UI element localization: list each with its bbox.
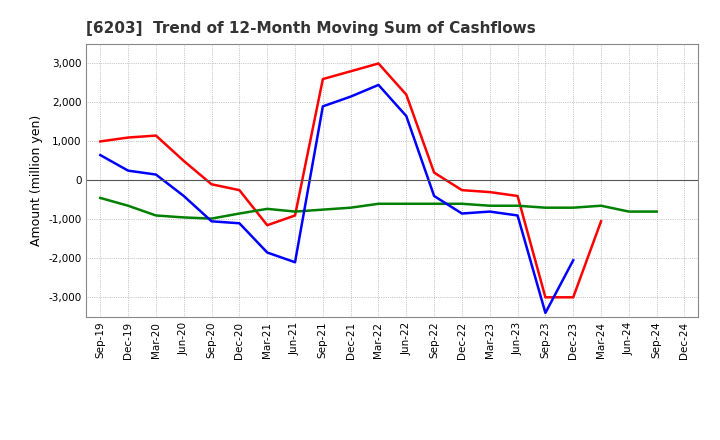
Free Cashflow [179, 193, 188, 198]
Free Cashflow [152, 172, 161, 177]
Operating Cashflow [569, 295, 577, 300]
Free Cashflow [513, 213, 522, 218]
Investing Cashflow [541, 205, 550, 210]
Free Cashflow [346, 94, 355, 99]
Y-axis label: Amount (million yen): Amount (million yen) [30, 115, 42, 246]
Investing Cashflow [235, 211, 243, 216]
Investing Cashflow [291, 209, 300, 214]
Free Cashflow [124, 168, 132, 173]
Free Cashflow [569, 258, 577, 263]
Operating Cashflow [207, 182, 216, 187]
Investing Cashflow [374, 201, 383, 206]
Text: [6203]  Trend of 12-Month Moving Sum of Cashflows: [6203] Trend of 12-Month Moving Sum of C… [86, 21, 536, 36]
Operating Cashflow [430, 170, 438, 175]
Investing Cashflow [652, 209, 661, 214]
Investing Cashflow [624, 209, 633, 214]
Operating Cashflow [263, 223, 271, 228]
Free Cashflow [402, 114, 410, 119]
Operating Cashflow [346, 69, 355, 74]
Operating Cashflow [235, 187, 243, 193]
Operating Cashflow [541, 295, 550, 300]
Free Cashflow [291, 260, 300, 265]
Investing Cashflow [458, 201, 467, 206]
Line: Free Cashflow: Free Cashflow [100, 85, 573, 313]
Investing Cashflow [402, 201, 410, 206]
Free Cashflow [318, 104, 327, 109]
Investing Cashflow [430, 201, 438, 206]
Free Cashflow [207, 219, 216, 224]
Operating Cashflow [597, 219, 606, 224]
Operating Cashflow [96, 139, 104, 144]
Operating Cashflow [179, 158, 188, 164]
Investing Cashflow [179, 215, 188, 220]
Free Cashflow [485, 209, 494, 214]
Operating Cashflow [513, 193, 522, 198]
Investing Cashflow [124, 203, 132, 209]
Legend: Operating Cashflow, Investing Cashflow, Free Cashflow: Operating Cashflow, Investing Cashflow, … [143, 438, 642, 440]
Line: Investing Cashflow: Investing Cashflow [100, 198, 657, 219]
Investing Cashflow [96, 195, 104, 201]
Operating Cashflow [458, 187, 467, 193]
Operating Cashflow [291, 213, 300, 218]
Free Cashflow [374, 82, 383, 88]
Operating Cashflow [152, 133, 161, 138]
Investing Cashflow [485, 203, 494, 209]
Operating Cashflow [374, 61, 383, 66]
Free Cashflow [235, 220, 243, 226]
Free Cashflow [263, 250, 271, 255]
Investing Cashflow [569, 205, 577, 210]
Investing Cashflow [513, 203, 522, 209]
Investing Cashflow [597, 203, 606, 209]
Investing Cashflow [346, 205, 355, 210]
Free Cashflow [541, 310, 550, 315]
Investing Cashflow [207, 216, 216, 221]
Operating Cashflow [402, 92, 410, 97]
Operating Cashflow [124, 135, 132, 140]
Operating Cashflow [318, 77, 327, 82]
Investing Cashflow [318, 207, 327, 212]
Investing Cashflow [152, 213, 161, 218]
Free Cashflow [96, 152, 104, 158]
Operating Cashflow [485, 190, 494, 195]
Line: Operating Cashflow: Operating Cashflow [100, 63, 601, 297]
Free Cashflow [458, 211, 467, 216]
Free Cashflow [430, 193, 438, 198]
Investing Cashflow [263, 206, 271, 212]
